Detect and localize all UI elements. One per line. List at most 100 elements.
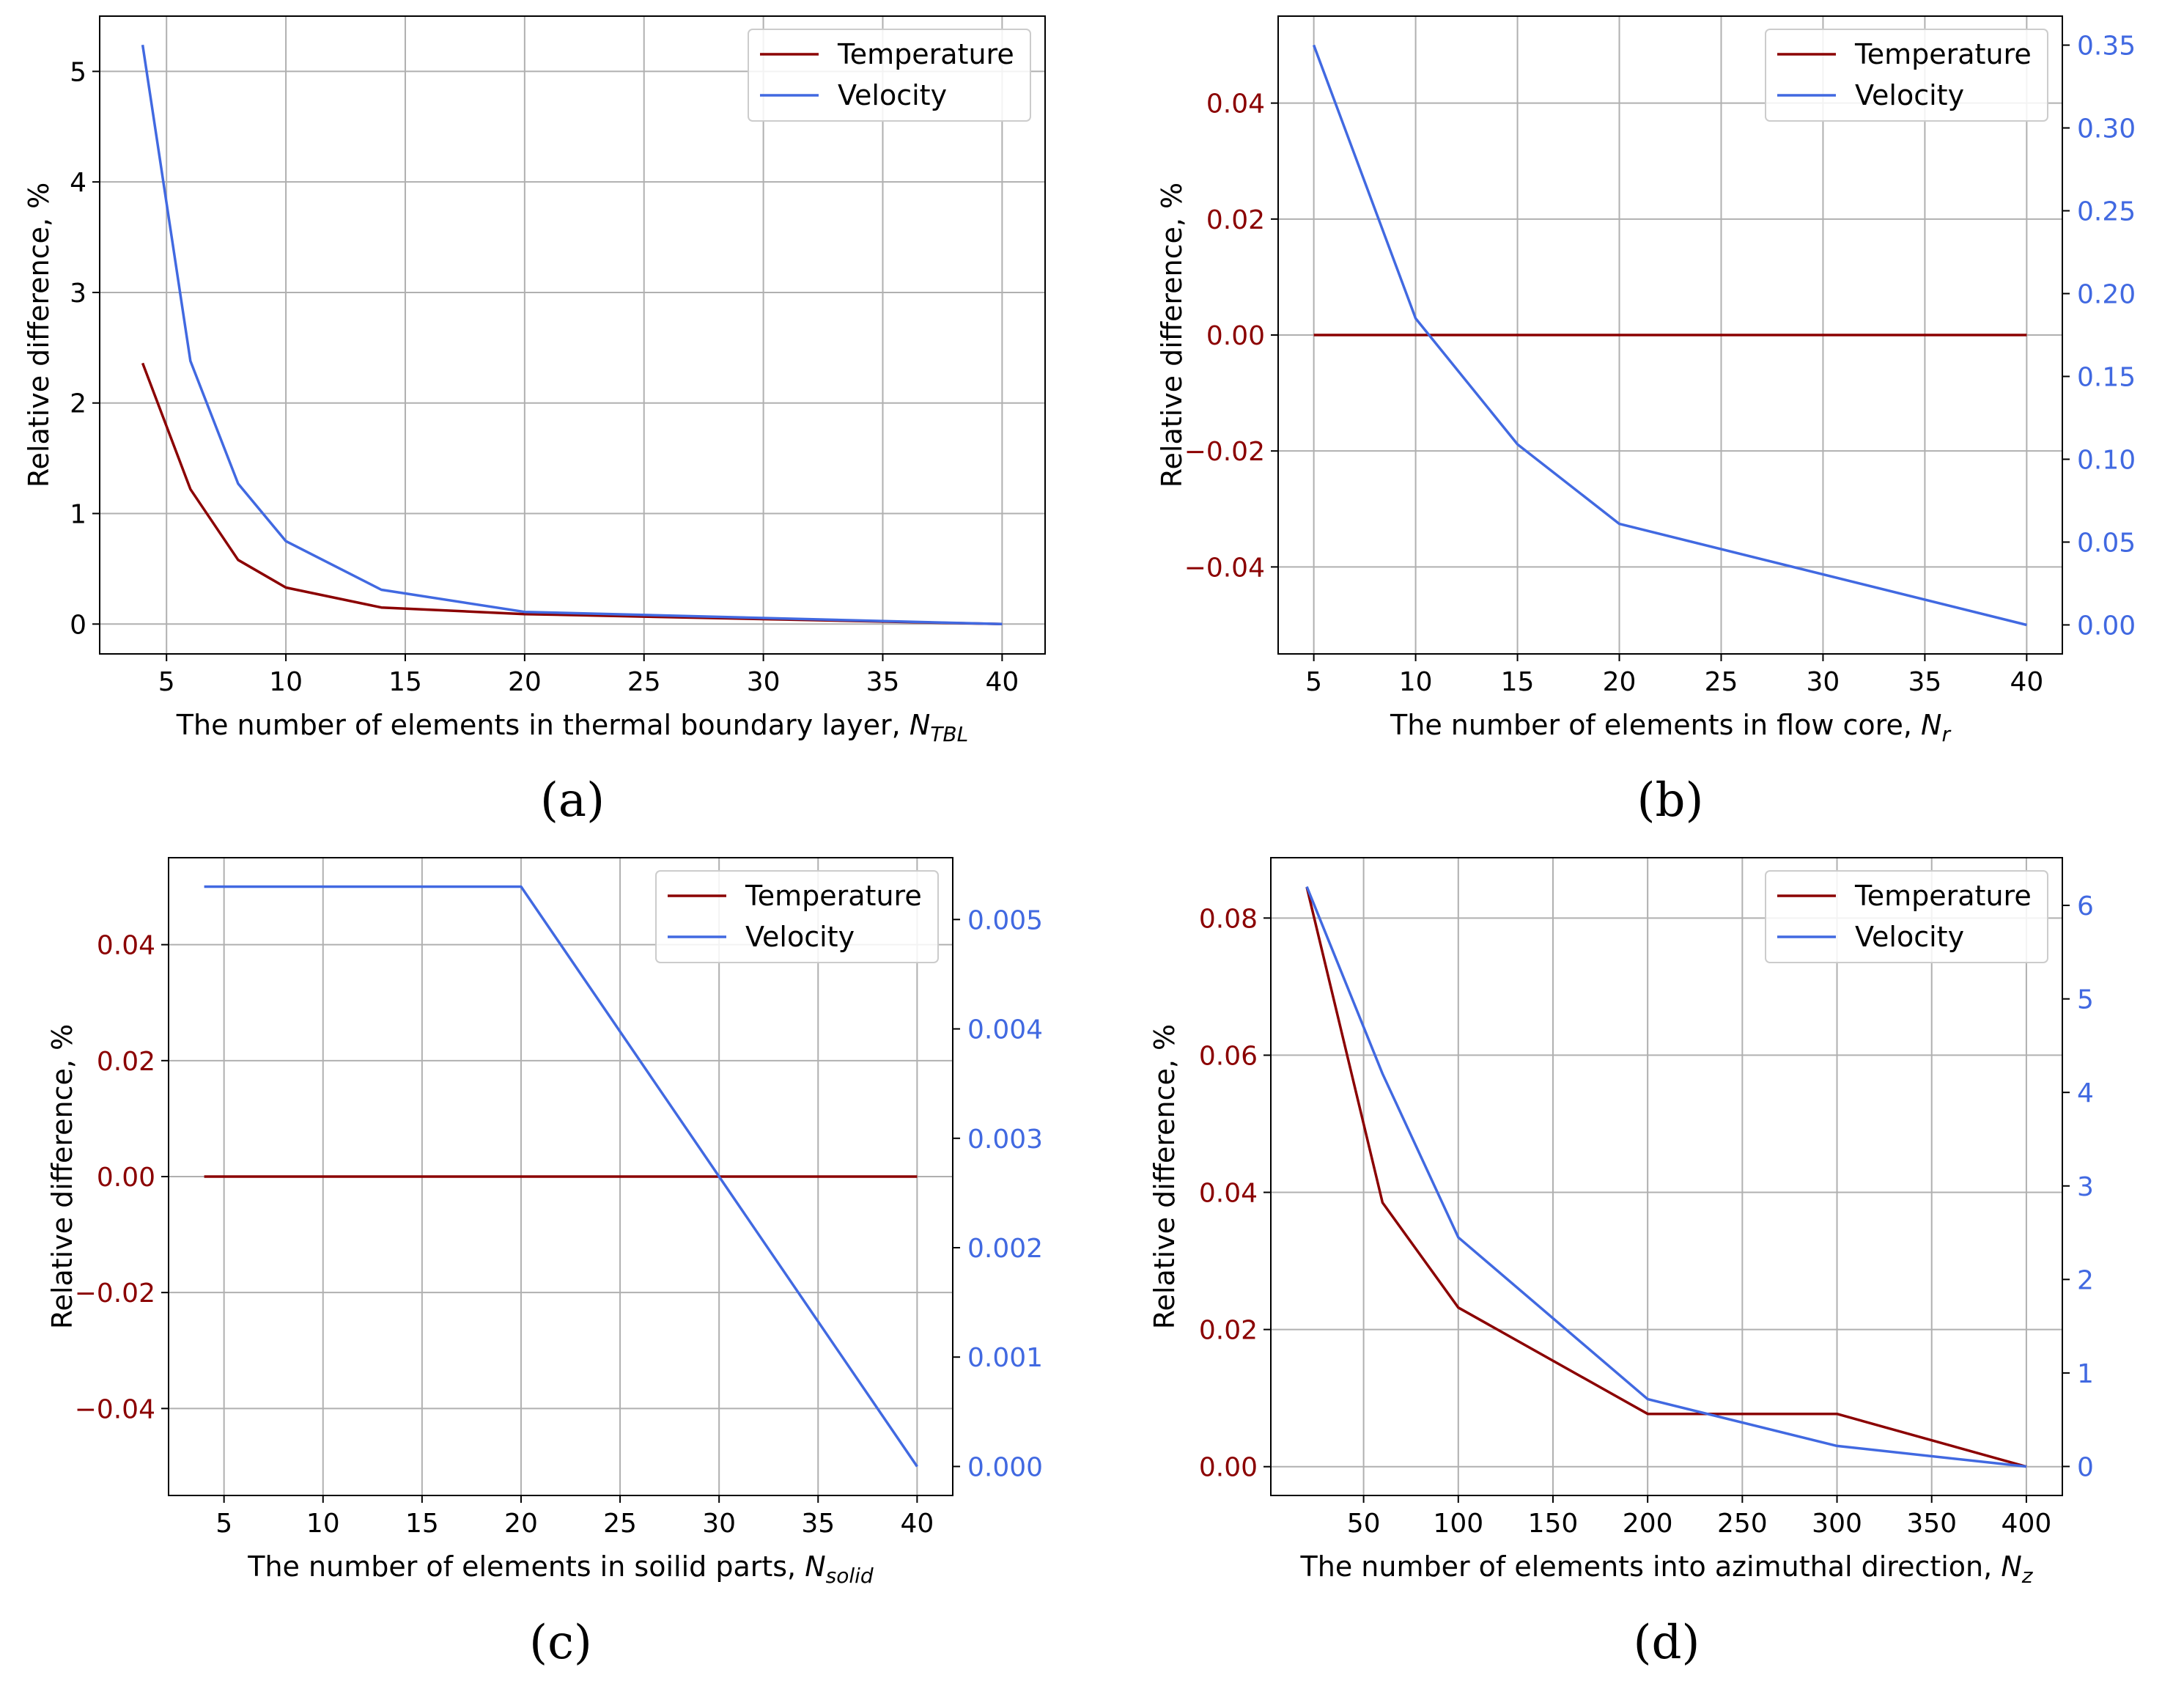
- x-tick-label: 35: [1908, 667, 1941, 697]
- y-tick-label: 0.04: [97, 931, 155, 961]
- x-tick-label: 15: [1501, 667, 1535, 697]
- y-tick-label: 4: [70, 168, 86, 198]
- legend-box: [748, 29, 1031, 122]
- y-tick-label: 0.02: [1206, 205, 1265, 235]
- x-tick-label: 5: [158, 667, 175, 697]
- x-tick-label: 200: [1623, 1509, 1673, 1539]
- y2-tick-label: 1: [2077, 1359, 2094, 1389]
- x-tick-label: 25: [1705, 667, 1738, 697]
- x-tick-label: 35: [866, 667, 900, 697]
- x-tick-label: 10: [1399, 667, 1433, 697]
- y2-tick-label: 0.15: [2077, 362, 2136, 392]
- y2-tick-label: 0.003: [967, 1125, 1043, 1155]
- axes-frame: [99, 15, 1046, 655]
- legend-label-temperature: Temperature: [1854, 880, 2032, 912]
- y-axis-label: Relative difference, %: [23, 183, 55, 487]
- y2-tick-label: 0.00: [2077, 611, 2136, 641]
- y2-tick-label: 0.005: [967, 905, 1043, 935]
- x-tick-label: 50: [1347, 1509, 1381, 1539]
- y-axis-label: Relative difference, %: [46, 1024, 78, 1329]
- axes-frame: [1277, 15, 2063, 655]
- x-axis-label: The number of elements into azimuthal di…: [1300, 1550, 2034, 1588]
- legend-label-temperature: Temperature: [837, 38, 1014, 70]
- x-axis-label-symbol: N: [805, 1550, 825, 1583]
- y2-tick-label: 5: [2077, 985, 2094, 1015]
- y-tick-label: 0.04: [1199, 1179, 1258, 1209]
- series-line-temperature: [1305, 886, 2027, 1468]
- x-axis-label-subscript: r: [1941, 722, 1951, 746]
- y-tick-label: 0.00: [1206, 321, 1265, 351]
- x-tick-label: 400: [2002, 1509, 2052, 1539]
- x-axis-label-text: The number of elements into azimuthal di…: [1300, 1550, 2002, 1583]
- y2-tick-label: 0.000: [967, 1452, 1043, 1482]
- panel-label: (a): [540, 773, 605, 828]
- x-tick-label: 5: [215, 1509, 232, 1539]
- y-tick-label: −0.04: [1184, 553, 1265, 583]
- x-axis-label: The number of elements in thermal bounda…: [176, 709, 968, 746]
- panel-label: (d): [1634, 1616, 1700, 1670]
- x-tick-label: 5: [1305, 667, 1322, 697]
- x-tick-label: 300: [1812, 1509, 1862, 1539]
- y2-tick-label: 0.25: [2077, 197, 2136, 227]
- x-tick-label: 25: [627, 667, 661, 697]
- legend-box: [655, 870, 939, 963]
- x-axis-label-symbol: N: [2001, 1550, 2021, 1583]
- x-tick-label: 25: [603, 1509, 637, 1539]
- axes-frame: [1270, 857, 2063, 1496]
- x-axis-label: The number of elements in soilid parts, …: [247, 1550, 874, 1588]
- y2-tick-label: 4: [2077, 1078, 2094, 1108]
- legend-label-velocity: Velocity: [838, 79, 947, 111]
- y-tick-label: −0.02: [75, 1278, 155, 1309]
- chart-panel-c: 5 10 15 20 25 30 35 40 −0.04 −0.02 0.00 0.02 0.04 0.0…: [46, 857, 1043, 1670]
- y-tick-label: 1: [70, 500, 86, 530]
- x-tick-label: 10: [269, 667, 303, 697]
- y2-tick-label: 2: [2077, 1265, 2094, 1295]
- legend-label-temperature: Temperature: [1854, 38, 2032, 70]
- x-tick-label: 20: [504, 1509, 538, 1539]
- y-tick-label: −0.02: [1184, 437, 1265, 467]
- y-tick-label: 0.06: [1199, 1041, 1258, 1071]
- x-tick-label: 40: [2010, 667, 2043, 697]
- y-tick-label: 0.00: [1199, 1453, 1258, 1483]
- x-tick-label: 10: [306, 1509, 340, 1539]
- legend: Temperature Velocity: [1765, 870, 2048, 963]
- series-line-velocity: [141, 44, 1003, 626]
- legend: Temperature Velocity: [748, 29, 1031, 122]
- y-axis-label: Relative difference, %: [1148, 1024, 1181, 1329]
- y2-tick-label: 0.002: [967, 1234, 1043, 1264]
- x-tick-label: 100: [1433, 1509, 1483, 1539]
- x-axis-label-symbol: N: [1921, 709, 1941, 741]
- chart-panel-a: 5 10 15 20 25 30 35 40 0 1 2 3 4 5 Temperature Velocity…: [23, 15, 1046, 828]
- legend-label-velocity: Velocity: [1855, 921, 1964, 953]
- series-line-temperature: [141, 362, 1003, 626]
- y-tick-label: 0.04: [1206, 89, 1265, 119]
- chart-panel-d: 50 100 150 200 250 300 350 4000.000.020.040.060…: [1148, 857, 2094, 1670]
- x-axis-label-symbol: N: [910, 709, 930, 741]
- y-tick-label: 0.02: [1199, 1316, 1258, 1346]
- x-axis-label-subscript: solid: [826, 1564, 874, 1588]
- x-tick-label: 40: [985, 667, 1019, 697]
- x-axis-label-subscript: TBL: [930, 722, 968, 746]
- x-tick-label: 30: [702, 1509, 736, 1539]
- y-tick-label: 0.02: [97, 1047, 155, 1077]
- series-line-velocity: [204, 885, 918, 1468]
- x-tick-label: 30: [747, 667, 781, 697]
- x-tick-label: 15: [388, 667, 422, 697]
- panel-label: (c): [529, 1616, 592, 1670]
- x-tick-label: 15: [405, 1509, 439, 1539]
- x-tick-label: 250: [1717, 1509, 1768, 1539]
- y2-tick-label: 0.004: [967, 1015, 1043, 1045]
- x-tick-label: 20: [1603, 667, 1637, 697]
- x-axis-label-subscript: z: [2021, 1564, 2034, 1588]
- y2-tick-label: 3: [2077, 1172, 2094, 1202]
- series-line-velocity: [1305, 886, 2027, 1468]
- y2-tick-label: 0.10: [2077, 445, 2136, 475]
- legend: Temperature Velocity: [655, 870, 939, 963]
- x-tick-label: 30: [1807, 667, 1840, 697]
- chart-panel-b: 5 10 15 20 25 30 35 40 −0.04 −0.02 0.00 0.02 0.04 0.0…: [1156, 15, 2136, 828]
- x-axis-label-text: The number of elements in thermal bounda…: [176, 709, 910, 741]
- legend: Temperature Velocity: [1765, 29, 2048, 122]
- legend-box: [1765, 29, 2048, 122]
- y2-tick-label: 0.001: [967, 1343, 1043, 1373]
- y2-tick-label: 0.30: [2077, 114, 2136, 144]
